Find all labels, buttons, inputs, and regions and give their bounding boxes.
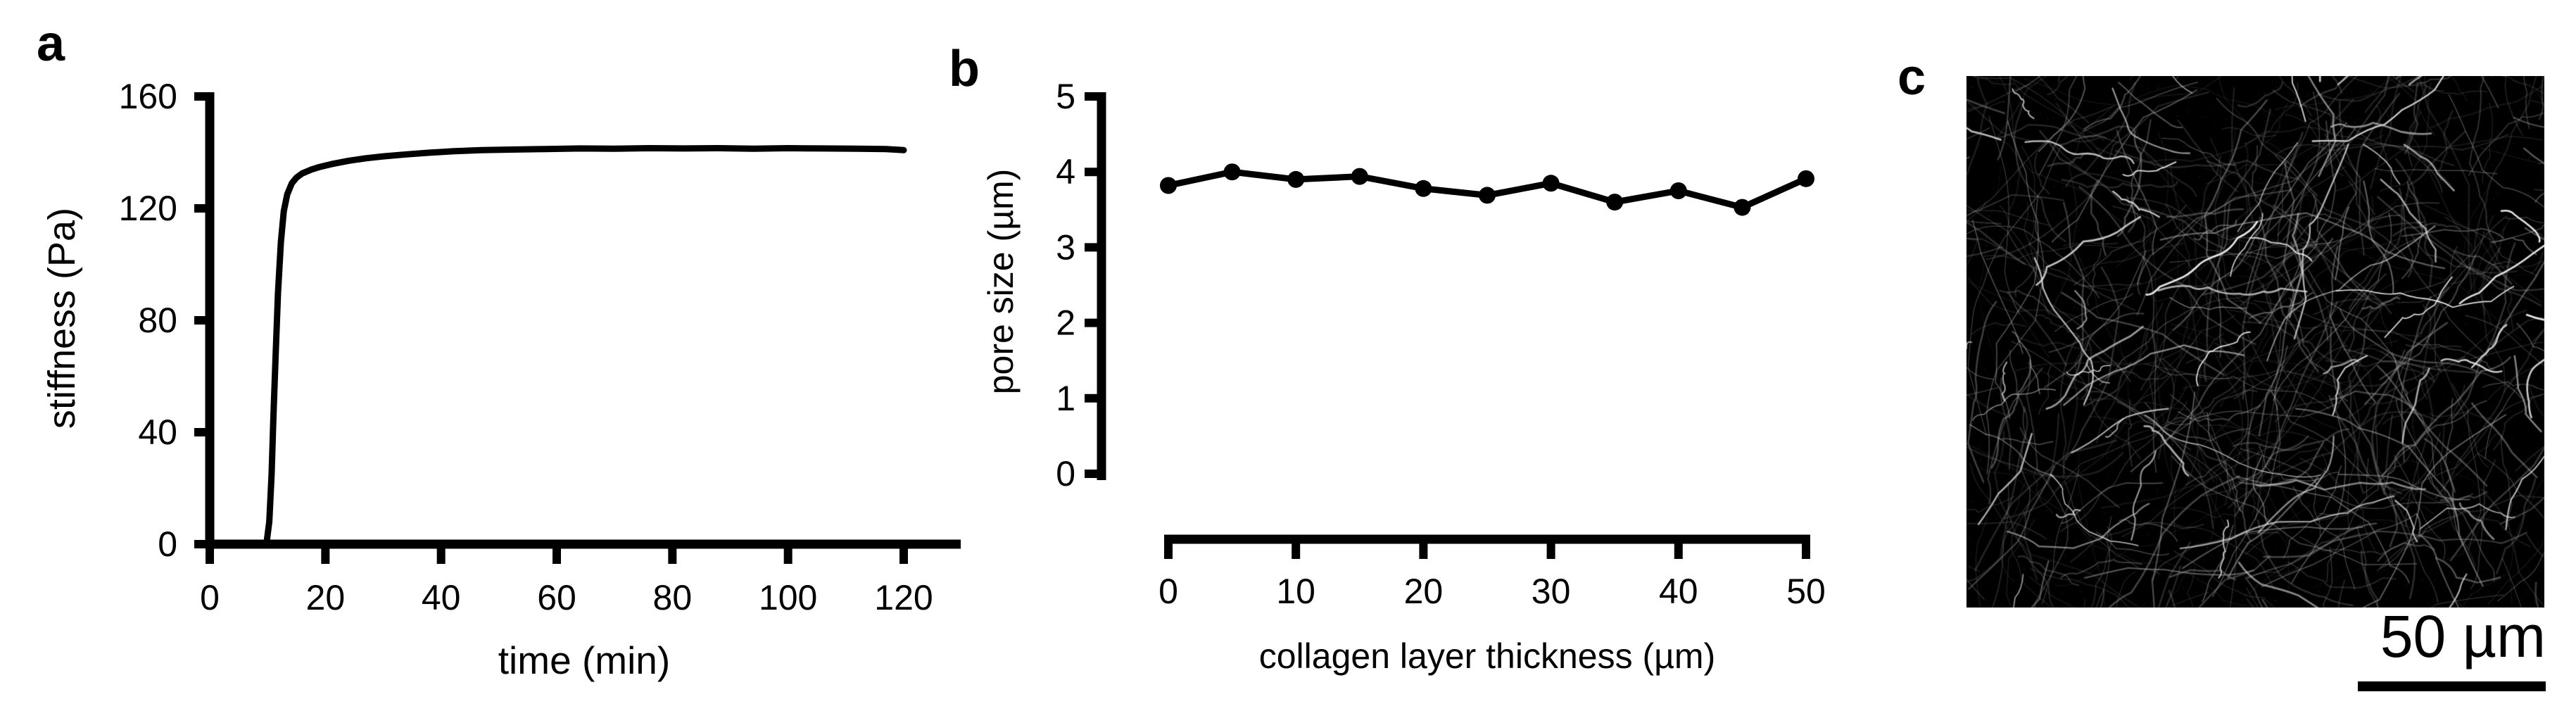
b-data-point [1160, 177, 1177, 194]
b-data-point [1351, 168, 1368, 185]
a-ytick-label: 160 [119, 77, 177, 116]
panel-a-letter: a [37, 15, 65, 72]
b-data-point [1479, 187, 1496, 204]
scale-bar-label: 50 µm [2380, 603, 2546, 669]
panel-c-letter: c [1898, 49, 1926, 106]
b-xtick-label: 50 [1786, 572, 1826, 611]
b-xtick-label: 30 [1532, 572, 1571, 611]
a-axes: 0 40 80 120 160 0 20 40 60 80 100 120 [119, 77, 961, 617]
b-data-point [1415, 180, 1432, 197]
b-data-point [1606, 194, 1624, 211]
a-xtick-label: 40 [422, 578, 461, 617]
stiffness-vs-time-chart: 0 40 80 120 160 0 20 40 60 80 100 120 time (min) stif… [41, 77, 961, 682]
a-ytick-label: 120 [119, 189, 177, 228]
a-xtick-label: 100 [759, 578, 817, 617]
a-xtick-label: 120 [874, 578, 933, 617]
a-ytick-label: 80 [138, 301, 177, 340]
a-stiffness-curve [206, 145, 907, 548]
b-data-point [1287, 170, 1305, 188]
b-data-point [1542, 175, 1560, 192]
a-ytick-label: 40 [138, 413, 177, 452]
scale-bar [2358, 681, 2546, 691]
b-data-point [1734, 199, 1751, 216]
a-xtick-label: 20 [306, 578, 346, 617]
b-xtick-label: 10 [1276, 572, 1315, 611]
b-ytick-label: 1 [1056, 379, 1075, 418]
a-xtick-label: 0 [200, 578, 220, 617]
b-xtick-label: 0 [1158, 572, 1178, 611]
b-xaxis-title: collagen layer thickness (µm) [1259, 636, 1716, 676]
b-data-point [1669, 182, 1687, 199]
b-xtick-label: 40 [1659, 572, 1698, 611]
b-ytick-label: 0 [1056, 454, 1075, 493]
b-data-point [1223, 163, 1241, 181]
panel-b-letter: b [949, 41, 980, 97]
a-xtick-label: 60 [537, 578, 576, 617]
collagen-micrograph-image [1966, 76, 2544, 608]
a-xtick-label: 80 [653, 578, 693, 617]
a-xaxis-title: time (min) [498, 638, 670, 682]
b-ytick-label: 2 [1056, 303, 1075, 343]
a-yaxis-title: stiffness (Pa) [41, 208, 83, 429]
b-yaxis-title: pore size (µm) [981, 169, 1021, 395]
b-ytick-label: 5 [1056, 77, 1075, 116]
b-data-point [1798, 170, 1814, 187]
b-xtick-label: 20 [1404, 572, 1444, 611]
b-ytick-label: 3 [1056, 227, 1075, 267]
a-ytick-label: 0 [158, 524, 177, 564]
b-ytick-label: 4 [1056, 152, 1075, 191]
